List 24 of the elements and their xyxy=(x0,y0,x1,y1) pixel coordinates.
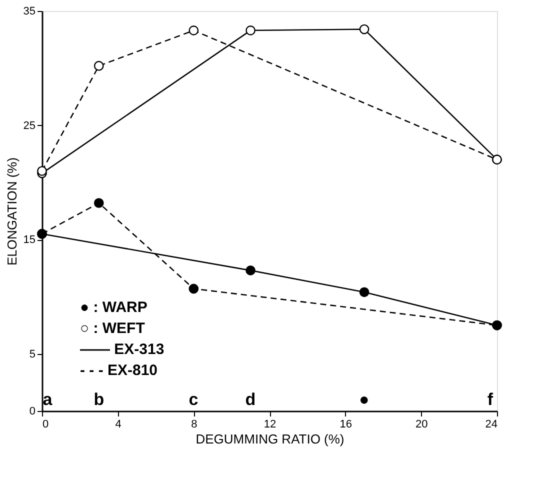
annotation: ● : WARP xyxy=(80,299,148,316)
annotation: a xyxy=(42,390,53,409)
y-tick-label: 35 xyxy=(23,6,36,18)
x-axis-title: DEGUMMING RATIO (%) xyxy=(196,432,344,446)
annotation: f xyxy=(487,390,494,409)
annotation: - - - EX-810 xyxy=(80,362,158,379)
x-tick-label: 20 xyxy=(416,418,428,430)
y-axis-title: ELONGATION (%) xyxy=(4,157,20,266)
x-tick-label: 12 xyxy=(264,418,276,430)
y-tick-label: 25 xyxy=(23,120,36,132)
y-tick-label: 5 xyxy=(29,348,36,360)
x-tick-label: 4 xyxy=(115,418,122,430)
annotation: c xyxy=(188,390,198,409)
annotation: b xyxy=(94,390,104,409)
x-tick-label: 24 xyxy=(485,418,498,430)
x-tick-label: 8 xyxy=(191,418,198,430)
x-tick-label: 16 xyxy=(340,418,352,430)
y-tick-label: 0 xyxy=(29,406,36,418)
annotation: ● xyxy=(359,390,370,409)
annotation: —— EX-313 xyxy=(80,341,164,358)
annotation: ○ : WEFT xyxy=(80,320,145,337)
y-tick-label: 15 xyxy=(23,234,36,246)
annotation: d xyxy=(245,390,256,409)
x-tick-label: 0 xyxy=(42,418,49,430)
